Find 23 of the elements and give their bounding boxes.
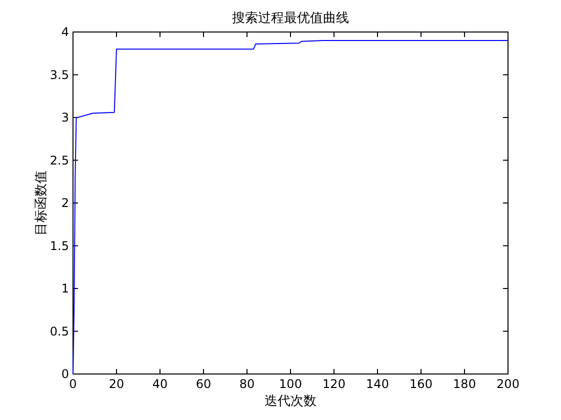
line-series [72,40,508,374]
x-tick-label: 160 [410,377,432,391]
x-axis-title: 迭代次数 [264,394,316,409]
x-tick-label: 120 [322,377,346,391]
x-tick-label: 60 [196,377,212,391]
x-tick-label: 20 [108,377,124,391]
y-tick-label: 2 [61,196,69,210]
y-tick-label: 3.5 [50,68,69,82]
x-tick-label: 200 [496,377,520,391]
y-tick-label: 2.5 [50,153,69,168]
y-tick-label: 1.5 [50,238,69,253]
x-tick-label: 180 [453,377,476,391]
x-tick-label: 80 [239,377,255,391]
y-axis-title: 目标函数值 [34,170,49,236]
y-tick-label: 3 [61,110,69,124]
y-tick-label: 0.5 [50,324,69,338]
x-tick-label: 100 [279,377,302,391]
chart-title: 搜索过程最优值曲线 [232,11,349,26]
y-tick-label: 1 [61,282,69,296]
y-tick-label: 4 [61,25,69,39]
x-tick-label: 140 [366,377,389,391]
x-tick-label: 40 [152,377,168,391]
y-tick-label: 0 [61,367,69,381]
